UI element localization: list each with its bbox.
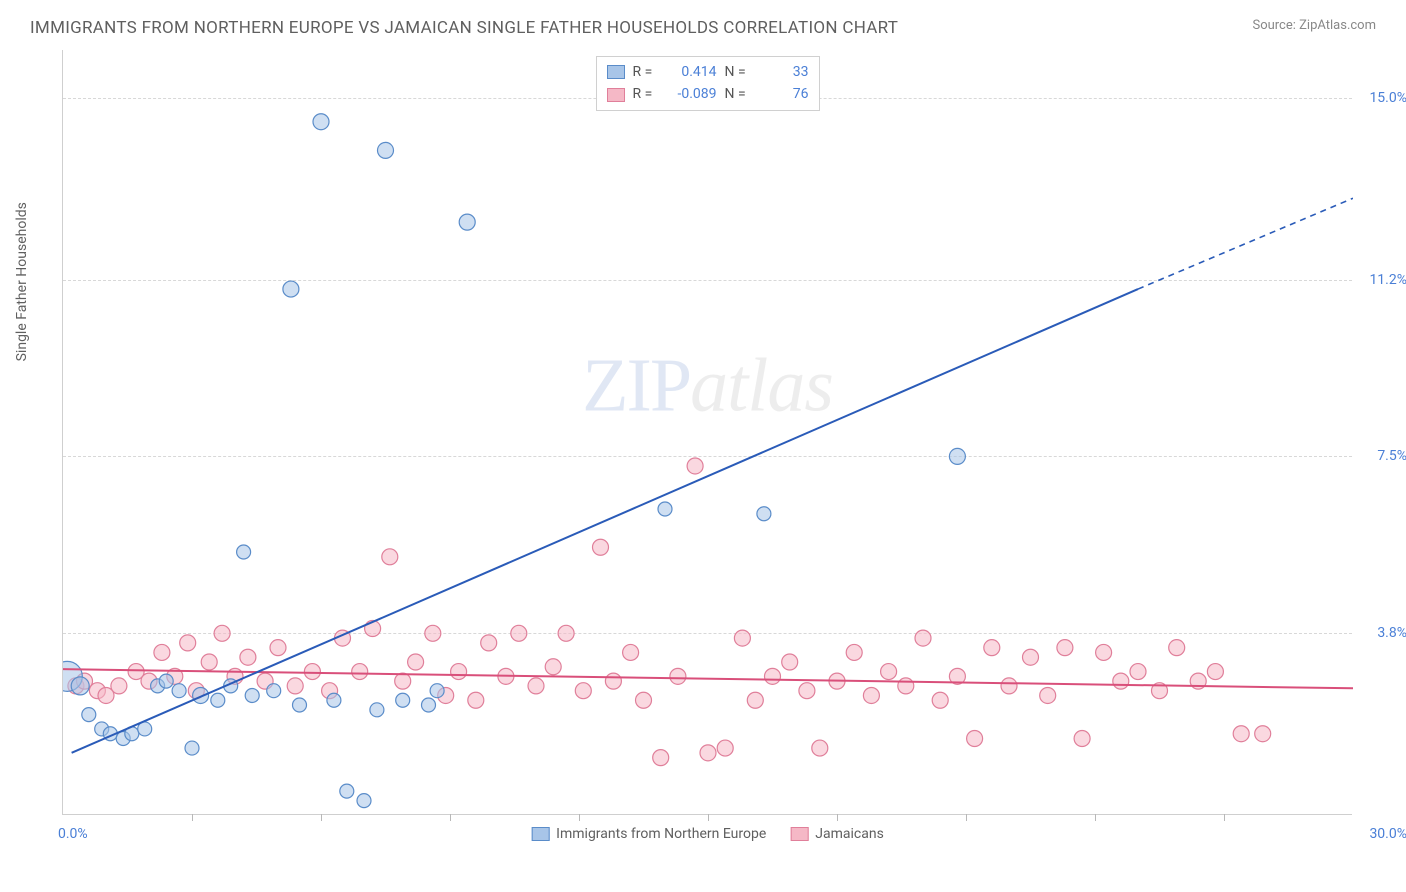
legend-label-0: Immigrants from Northern Europe	[556, 826, 766, 842]
x-tick	[1095, 814, 1096, 821]
x-axis-min-label: 0.0%	[58, 826, 88, 842]
legend-r-label-1: R =	[633, 83, 661, 105]
y-tick-label: 15.0%	[1369, 90, 1406, 106]
y-axis-label: Single Father Households	[14, 202, 30, 361]
x-tick	[192, 814, 193, 821]
x-tick	[321, 814, 322, 821]
legend-series: Immigrants from Northern Europe Jamaican…	[531, 826, 884, 842]
legend-r-value-1: -0.089	[669, 83, 717, 105]
x-tick	[708, 814, 709, 821]
legend-n-label-1: N =	[725, 83, 753, 105]
legend-r-value-0: 0.414	[669, 61, 717, 83]
y-tick-label: 7.5%	[1377, 448, 1406, 464]
chart-title: IMMIGRANTS FROM NORTHERN EUROPE VS JAMAI…	[30, 18, 898, 38]
x-tick	[450, 814, 451, 821]
trend-line-northern-europe-extrapolated	[1138, 198, 1353, 289]
legend-item-0: Immigrants from Northern Europe	[531, 826, 766, 842]
legend-swatch-1	[607, 88, 625, 102]
legend-swatch-icon-0	[531, 827, 549, 841]
legend-swatch-icon-1	[790, 827, 808, 841]
x-tick	[1224, 814, 1225, 821]
legend-item-1: Jamaicans	[790, 826, 884, 842]
x-axis-max-label: 30.0%	[1369, 826, 1406, 842]
legend-n-value-0: 33	[761, 61, 809, 83]
legend-n-value-1: 76	[761, 83, 809, 105]
x-tick	[579, 814, 580, 821]
legend-correlation: R = 0.414 N = 33 R = -0.089 N = 76	[596, 56, 820, 111]
source-attribution: Source: ZipAtlas.com	[1252, 18, 1376, 33]
legend-n-label-0: N =	[725, 61, 753, 83]
legend-row-series-1: R = -0.089 N = 76	[607, 83, 809, 105]
y-tick-label: 11.2%	[1369, 272, 1406, 288]
chart-container: Single Father Households ZIPatlas R = 0.…	[62, 50, 1376, 815]
legend-swatch-0	[607, 65, 625, 79]
x-tick	[966, 814, 967, 821]
legend-r-label-0: R =	[633, 61, 661, 83]
plot-area: ZIPatlas R = 0.414 N = 33 R = -0.089 N =…	[62, 50, 1352, 815]
trend-lines-layer	[63, 50, 1353, 815]
legend-row-series-0: R = 0.414 N = 33	[607, 61, 809, 83]
legend-label-1: Jamaicans	[815, 826, 884, 842]
y-tick-label: 3.8%	[1377, 625, 1406, 641]
x-tick	[837, 814, 838, 821]
